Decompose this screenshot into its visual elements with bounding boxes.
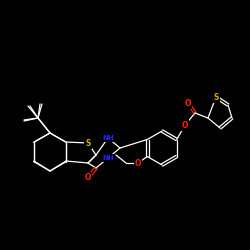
Text: O: O [182,120,188,130]
Text: O: O [135,158,141,168]
Text: O: O [85,174,91,182]
Text: NH: NH [102,155,114,161]
Text: O: O [185,98,191,108]
Text: S: S [85,138,91,147]
Text: NH: NH [102,135,114,141]
Text: S: S [213,92,219,102]
